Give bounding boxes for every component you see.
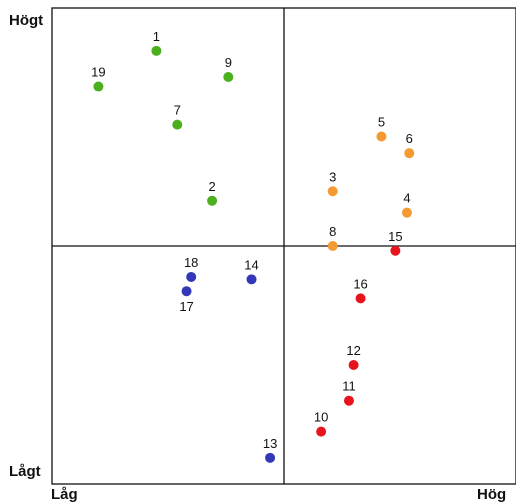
data-point-label-18: 18 <box>184 255 198 270</box>
data-point-label-14: 14 <box>244 257 258 272</box>
data-points: 1 19 9 7 2 5 6 3 4 8 15 16 12 11 10 18 17 14 13 <box>91 29 415 463</box>
data-point-label-10: 10 <box>314 410 328 425</box>
data-point-label-3: 3 <box>329 169 336 184</box>
data-point-7 <box>172 119 183 130</box>
data-point-15 <box>390 245 401 256</box>
x-axis-right-label: Hög <box>477 486 506 502</box>
data-point-label-13: 13 <box>263 436 277 451</box>
data-point-label-7: 7 <box>174 103 181 118</box>
data-point-label-8: 8 <box>329 224 336 239</box>
y-axis-bottom-label: Lågt <box>9 463 41 480</box>
data-point-label-5: 5 <box>378 115 385 130</box>
data-point-label-19: 19 <box>91 65 105 80</box>
data-point-12 <box>348 360 359 370</box>
data-point-label-11: 11 <box>342 379 356 394</box>
data-point-label-16: 16 <box>353 276 367 291</box>
data-point-3 <box>327 186 338 197</box>
data-point-1 <box>151 45 162 56</box>
data-point-6 <box>404 148 415 159</box>
data-point-14 <box>246 274 257 285</box>
data-point-8 <box>327 241 338 251</box>
data-point-label-2: 2 <box>208 179 215 194</box>
data-point-9 <box>223 72 234 83</box>
data-point-label-9: 9 <box>225 55 232 70</box>
data-point-4 <box>401 207 412 218</box>
data-point-label-1: 1 <box>153 29 160 44</box>
y-axis-top-label: Högt <box>9 12 43 29</box>
data-point-16 <box>355 293 366 304</box>
data-point-13 <box>265 452 276 463</box>
data-point-18 <box>186 271 197 282</box>
data-point-19 <box>93 81 104 92</box>
data-point-label-4: 4 <box>403 191 410 206</box>
data-point-17 <box>181 286 192 297</box>
data-point-10 <box>316 426 327 437</box>
data-point-label-12: 12 <box>346 343 360 358</box>
data-point-11 <box>343 395 354 406</box>
data-point-label-17: 17 <box>179 299 193 314</box>
data-point-5 <box>376 131 387 142</box>
x-axis-left-label: Låg <box>51 486 78 502</box>
data-point-2 <box>207 195 218 206</box>
data-point-label-6: 6 <box>406 131 413 146</box>
data-point-label-15: 15 <box>388 229 402 244</box>
